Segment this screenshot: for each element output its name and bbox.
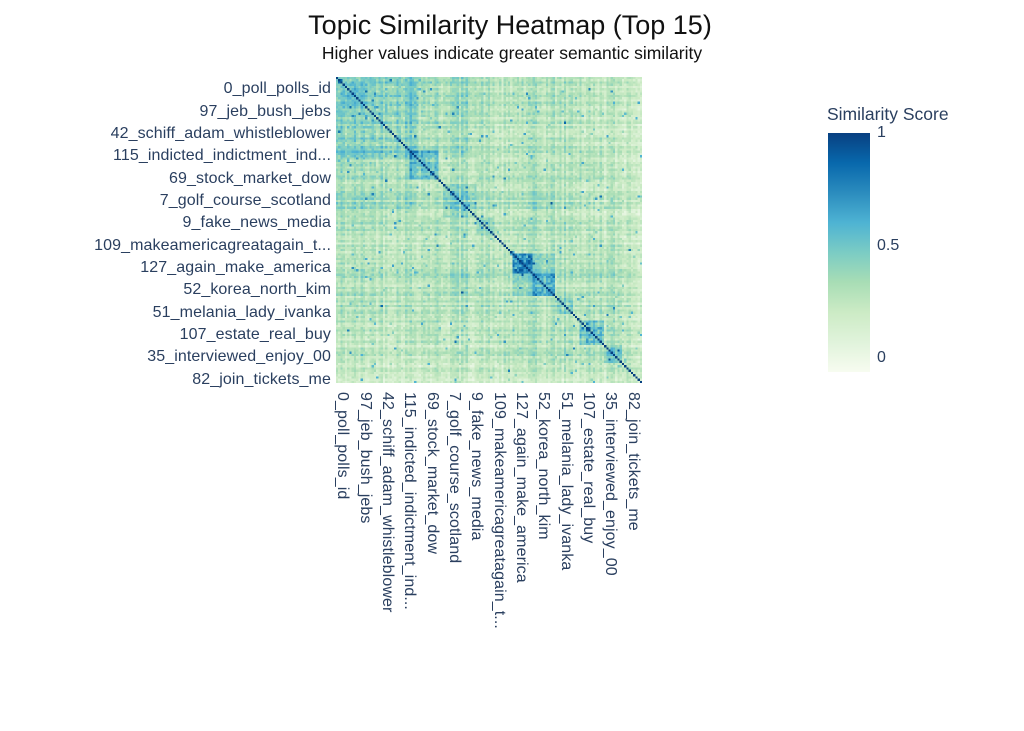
x-tick-label: 115_indicted_indictment_ind... [401,392,419,610]
x-tick-label: 42_schiff_adam_whistleblower [378,392,396,613]
y-tick-label: 69_stock_market_dow [169,169,331,187]
y-tick-label: 0_poll_polls_id [223,80,331,98]
x-tick-label: 69_stock_market_dow [423,392,441,554]
y-tick-label: 109_makeamericagreatagain_t... [94,236,331,254]
x-tick-label: 35_interviewed_enjoy_00 [602,392,620,576]
colorbar-title: Similarity Score [827,104,949,124]
y-tick-label: 9_fake_news_media [182,214,331,232]
y-tick-label: 52_korea_north_kim [183,281,331,299]
x-tick-label: 52_korea_north_kim [535,392,553,540]
x-tick-label: 82_join_tickets_me [624,392,642,531]
y-tick-label: 107_estate_real_buy [179,325,331,343]
page-subtitle: Higher values indicate greater semantic … [321,43,703,63]
y-tick-label: 115_indicted_indictment_ind... [113,147,331,165]
x-tick-label: 7_golf_course_scotland [445,392,463,564]
colorbar: 1 0.5 0 [828,124,899,372]
x-tick-label: 51_melania_lady_ivanka [557,392,575,571]
colorbar-gradient [828,133,870,372]
x-tick-label: 127_again_make_america [512,392,530,583]
x-tick-label: 9_fake_news_media [468,392,486,541]
colorbar-tick-label: 0 [877,349,886,367]
x-tick-label: 109_makeamericagreatagain_t... [490,392,508,629]
y-tick-label: 127_again_make_america [140,258,331,276]
heatmap-canvas [336,77,642,383]
colorbar-tick-label: 1 [877,124,886,141]
x-tick-label: 97_jeb_bush_jebs [356,392,374,524]
page-title: Topic Similarity Heatmap (Top 15) [308,10,712,40]
y-tick-label: 97_jeb_bush_jebs [199,102,331,120]
y-tick-label: 35_interviewed_enjoy_00 [147,348,331,366]
y-tick-label: 42_schiff_adam_whistleblower [110,124,331,142]
x-tick-label: 0_poll_polls_id [334,392,352,500]
x-tick-label: 107_estate_real_buy [579,392,597,544]
y-tick-label: 51_melania_lady_ivanka [152,303,331,321]
colorbar-tick-label: 0.5 [877,236,900,254]
y-tick-label: 7_golf_course_scotland [159,191,331,209]
y-tick-label: 82_join_tickets_me [192,370,331,388]
